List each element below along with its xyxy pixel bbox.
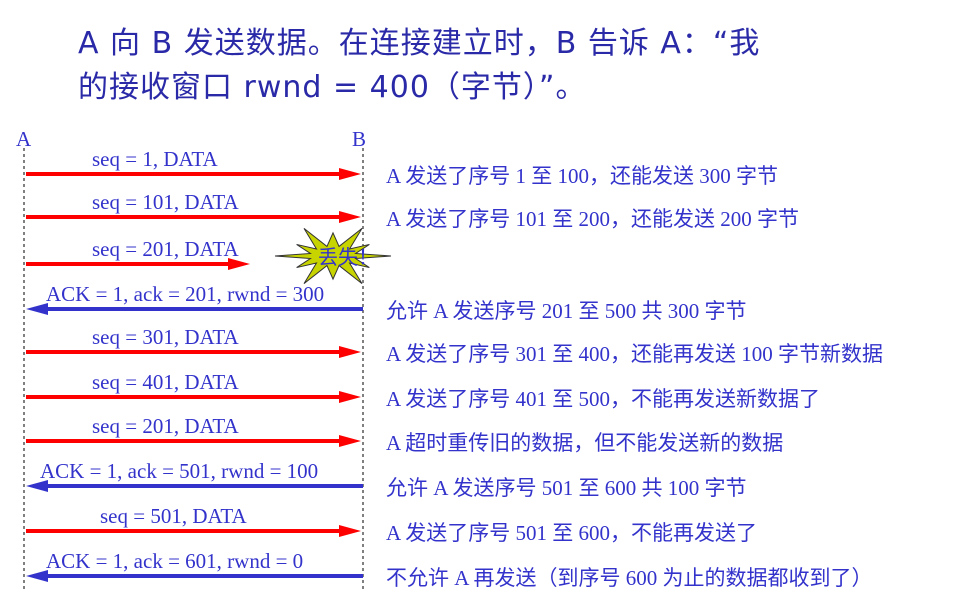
host-b-label: B (352, 127, 367, 151)
message-note: 允许 A 发送序号 201 至 500 共 300 字节 (386, 299, 747, 323)
message-note: A 发送了序号 501 至 600，不能再发送了 (386, 521, 758, 545)
message-label: ACK = 1, ack = 201, rwnd = 300 (46, 282, 325, 306)
message-note: A 超时重传旧的数据，但不能发送新的数据 (386, 431, 784, 455)
message-label: seq = 201, DATA (92, 414, 239, 438)
arrowhead-icon (339, 211, 361, 223)
lost-label: 丢失！ (318, 247, 378, 269)
arrowhead-icon (339, 168, 361, 180)
message-label: seq = 201, DATA (92, 237, 239, 261)
arrowhead-icon (26, 303, 48, 315)
message-note: A 发送了序号 1 至 100，还能发送 300 字节 (386, 164, 779, 188)
message-note: 不允许 A 再发送（到序号 600 为止的数据都收到了） (386, 566, 873, 590)
message-note: A 发送了序号 401 至 500，不能再发送新数据了 (386, 387, 821, 411)
arrowhead-icon (339, 346, 361, 358)
title-line-1: A 向 B 发送数据。在连接建立时，B 告诉 A：“我 (78, 26, 761, 61)
message-label: ACK = 1, ack = 501, rwnd = 100 (40, 459, 319, 483)
host-a-label: A (16, 127, 32, 151)
message-note: A 发送了序号 301 至 400，还能再发送 100 字节新数据 (386, 342, 884, 366)
message-label: seq = 301, DATA (92, 325, 239, 349)
message-label: seq = 501, DATA (100, 504, 247, 528)
arrowhead-icon (339, 391, 361, 403)
title-line-2: 的接收窗口 rwnd = 400（字节）”。 (78, 70, 587, 105)
message-note: A 发送了序号 101 至 200，还能发送 200 字节 (386, 207, 800, 231)
message-label: seq = 101, DATA (92, 190, 239, 214)
message-label: seq = 401, DATA (92, 370, 239, 394)
arrowhead-icon (26, 480, 48, 492)
message-label: seq = 1, DATA (92, 147, 218, 171)
arrowhead-icon (26, 570, 48, 582)
arrowhead-icon (228, 258, 250, 270)
message-note: 允许 A 发送序号 501 至 600 共 100 字节 (386, 476, 747, 500)
arrowhead-icon (339, 525, 361, 537)
lost-burst-icon (274, 227, 392, 285)
message-label: ACK = 1, ack = 601, rwnd = 0 (46, 549, 304, 573)
arrowhead-icon (339, 435, 361, 447)
